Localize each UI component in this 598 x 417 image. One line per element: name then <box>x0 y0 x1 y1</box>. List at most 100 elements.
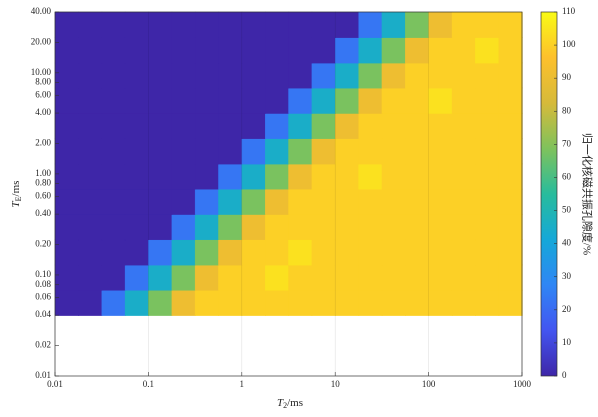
cell <box>335 239 360 266</box>
cell <box>194 87 220 114</box>
cell <box>451 213 476 241</box>
cell <box>358 11 383 38</box>
cell <box>475 11 500 38</box>
cell <box>428 264 453 291</box>
cell <box>78 239 103 266</box>
cell <box>218 289 243 316</box>
cell <box>171 112 196 139</box>
cell <box>148 62 173 89</box>
cell <box>428 87 453 114</box>
cell <box>288 289 313 316</box>
cell <box>381 163 406 190</box>
cell <box>358 163 383 190</box>
cell <box>358 239 383 266</box>
cell <box>428 239 453 266</box>
cell <box>171 213 196 241</box>
cell <box>124 62 150 89</box>
cell <box>194 239 220 266</box>
cell <box>498 289 523 316</box>
cell <box>124 264 150 291</box>
cell <box>148 112 173 139</box>
cell <box>241 289 266 316</box>
cell <box>498 11 523 38</box>
cell <box>428 213 453 241</box>
cell <box>405 112 430 139</box>
cell <box>78 87 103 114</box>
cell <box>101 239 126 266</box>
cell <box>475 37 500 64</box>
cell <box>194 62 220 89</box>
cell <box>265 163 290 190</box>
cell <box>265 62 290 89</box>
cell <box>148 87 173 114</box>
cell <box>171 11 196 38</box>
cell <box>311 11 336 38</box>
cell <box>265 112 290 139</box>
cell <box>451 37 476 64</box>
cell <box>498 163 523 190</box>
cell <box>54 11 80 38</box>
cell <box>335 264 360 291</box>
cell <box>124 213 150 241</box>
y-tick-label: 0.01 <box>35 370 51 380</box>
y-tick-label: 10.00 <box>31 67 52 77</box>
cell <box>54 163 80 190</box>
cell <box>288 163 313 190</box>
cell <box>241 112 266 139</box>
cell <box>475 138 500 165</box>
colorbar-tick-label: 40 <box>562 238 572 248</box>
cell <box>405 264 430 291</box>
colorbar-tick-label: 70 <box>562 138 572 148</box>
cell <box>124 138 150 165</box>
y-tick-label: 2.00 <box>35 138 51 148</box>
cell <box>498 62 523 89</box>
cell <box>101 264 126 291</box>
cell <box>288 37 313 64</box>
cell <box>335 188 360 215</box>
cell <box>311 289 336 316</box>
cell <box>381 62 406 89</box>
y-tick-label: 0.10 <box>35 269 51 279</box>
cell <box>428 11 453 38</box>
cell <box>241 239 266 266</box>
cell <box>124 112 150 139</box>
cell <box>405 62 430 89</box>
cell <box>194 213 220 241</box>
cell <box>358 188 383 215</box>
cell <box>218 163 243 190</box>
cell <box>428 138 453 165</box>
cell <box>288 213 313 241</box>
colorbar-tick-label: 100 <box>562 39 576 49</box>
cell <box>405 37 430 64</box>
y-tick-label: 0.40 <box>35 208 51 218</box>
cell <box>241 62 266 89</box>
cell <box>171 37 196 64</box>
cell <box>428 112 453 139</box>
cell <box>78 37 103 64</box>
x-tick-label: 0.01 <box>47 379 63 389</box>
cell <box>498 188 523 215</box>
cell <box>288 11 313 38</box>
cell <box>358 213 383 241</box>
cell <box>101 37 126 64</box>
cell <box>171 264 196 291</box>
cell <box>78 138 103 165</box>
cell <box>381 188 406 215</box>
cell <box>335 213 360 241</box>
cell <box>194 37 220 64</box>
cell <box>148 11 173 38</box>
cell <box>475 87 500 114</box>
cell <box>148 289 173 316</box>
colorbar-tick-label: 50 <box>562 205 572 215</box>
cell <box>358 289 383 316</box>
cell <box>171 239 196 266</box>
x-axis-label: T2/ms <box>277 397 303 410</box>
cell <box>405 188 430 215</box>
cell <box>241 213 266 241</box>
cell <box>405 163 430 190</box>
cell <box>311 138 336 165</box>
y-axis-label: TE/ms <box>10 181 23 208</box>
y-tick-label: 40.00 <box>31 6 52 16</box>
cell <box>101 87 126 114</box>
